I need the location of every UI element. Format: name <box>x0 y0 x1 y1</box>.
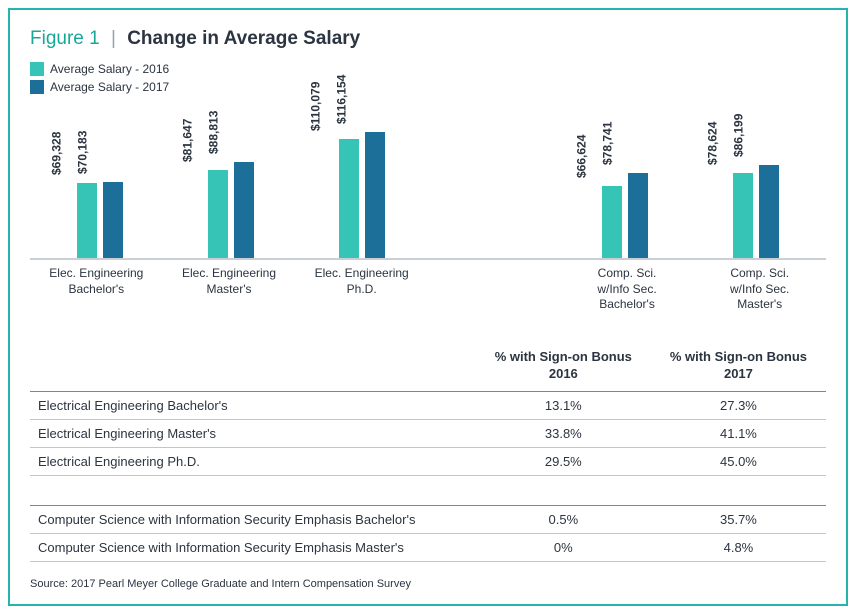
bar: $110,079 <box>339 139 359 258</box>
bar: $78,624 <box>733 173 753 258</box>
bar: $78,741 <box>628 173 648 258</box>
bar-value-label: $70,183 <box>75 131 89 178</box>
legend: Average Salary - 2016 Average Salary - 20… <box>30 62 826 94</box>
table-cell: 0.5% <box>476 506 651 534</box>
xlabel: Elec. Engineering Ph.D. <box>295 266 428 313</box>
table-spacer <box>30 488 826 506</box>
bar-value-label: $86,199 <box>732 113 746 160</box>
bar-value-label: $69,328 <box>49 132 63 179</box>
title-divider: | <box>111 28 116 49</box>
table-row: Computer Science with Information Securi… <box>30 506 826 534</box>
bar-value-label: $78,741 <box>600 121 614 168</box>
bar-value-label: $88,813 <box>206 110 220 157</box>
table-cell: 45.0% <box>651 447 826 475</box>
table-cell: Computer Science with Information Securi… <box>30 534 476 562</box>
table-cell: 35.7% <box>651 506 826 534</box>
table-cell: 0% <box>476 534 651 562</box>
table-cell: 41.1% <box>651 419 826 447</box>
bar-chart: $69,328 $70,183 $81,647 $88,813 $110,079 $116… <box>30 110 826 313</box>
legend-label: Average Salary - 2016 <box>50 62 169 76</box>
table-cell: 33.8% <box>476 419 651 447</box>
bar-group: $66,624 $78,741 <box>559 173 690 258</box>
table-row: Computer Science with Information Securi… <box>30 534 826 562</box>
xlabel-gap <box>428 266 561 313</box>
xlabel: Comp. Sci. w/Info Sec. Master's <box>693 266 826 313</box>
table-row: Electrical Engineering Ph.D.29.5%45.0% <box>30 447 826 475</box>
bar: $81,647 <box>208 170 228 258</box>
table-header: % with Sign-on Bonus 2016 <box>476 345 651 391</box>
legend-item: Average Salary - 2016 <box>30 62 826 76</box>
figure-title: Figure 1 | Change in Average Salary <box>30 28 826 50</box>
bar-value-label: $81,647 <box>180 118 194 165</box>
source-note: Source: 2017 Pearl Meyer College Graduat… <box>30 578 826 590</box>
bar: $88,813 <box>234 162 254 258</box>
legend-swatch <box>30 80 44 94</box>
table-cell: Electrical Engineering Ph.D. <box>30 447 476 475</box>
bar: $116,154 <box>365 132 385 258</box>
xlabel: Elec. Engineering Master's <box>163 266 296 313</box>
bar-group: $69,328 $70,183 <box>34 182 165 258</box>
legend-item: Average Salary - 2017 <box>30 80 826 94</box>
bar: $70,183 <box>103 182 123 258</box>
table-header: % with Sign-on Bonus 2017 <box>651 345 826 391</box>
bar-value-label: $110,079 <box>309 81 323 134</box>
figure-frame: Figure 1 | Change in Average Salary Aver… <box>8 8 848 606</box>
table-cell: Electrical Engineering Master's <box>30 419 476 447</box>
bar-group: $78,624 $86,199 <box>691 165 822 258</box>
xlabel: Elec. Engineering Bachelor's <box>30 266 163 313</box>
bar-value-label: $66,624 <box>574 134 588 181</box>
bar-group: $110,079 $116,154 <box>297 132 428 258</box>
table-cell: Computer Science with Information Securi… <box>30 506 476 534</box>
xlabel: Comp. Sci. w/Info Sec. Bachelor's <box>561 266 694 313</box>
bar-value-label: $78,624 <box>706 121 720 168</box>
figure-title-text: Change in Average Salary <box>127 28 360 49</box>
table-header <box>30 345 476 391</box>
table-cell: 27.3% <box>651 391 826 419</box>
table-row: Electrical Engineering Master's33.8%41.1… <box>30 419 826 447</box>
table-cell: Electrical Engineering Bachelor's <box>30 391 476 419</box>
table-row: Electrical Engineering Bachelor's13.1%27… <box>30 391 826 419</box>
legend-label: Average Salary - 2017 <box>50 80 169 94</box>
bar: $66,624 <box>602 186 622 258</box>
bar: $69,328 <box>77 183 97 258</box>
bar: $86,199 <box>759 165 779 258</box>
bar-group: $81,647 $88,813 <box>165 162 296 258</box>
table-spacer <box>30 475 826 488</box>
figure-number: Figure 1 <box>30 28 100 49</box>
bar-value-label: $116,154 <box>335 75 349 128</box>
legend-swatch <box>30 62 44 76</box>
bonus-table: % with Sign-on Bonus 2016% with Sign-on … <box>30 345 826 562</box>
table-cell: 4.8% <box>651 534 826 562</box>
table-cell: 29.5% <box>476 447 651 475</box>
table-cell: 13.1% <box>476 391 651 419</box>
